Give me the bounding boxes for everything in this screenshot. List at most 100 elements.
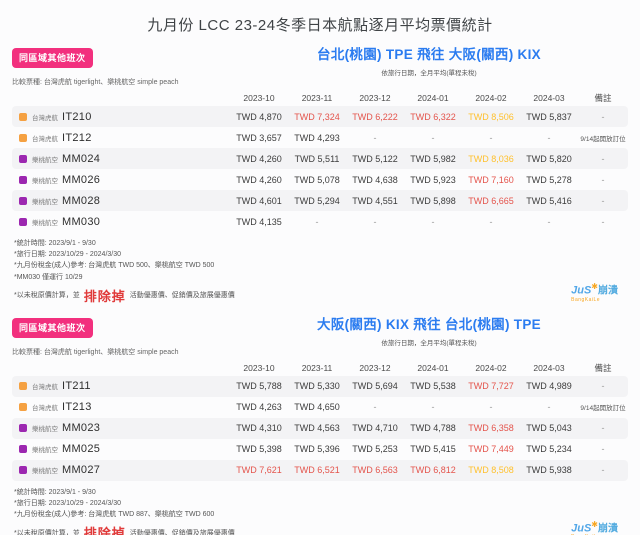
column-header: 2023-10 — [243, 93, 275, 103]
flight-number: IT212 — [62, 131, 92, 144]
fare-value: - — [489, 216, 493, 227]
section-header-right: 台北(桃園) TPE 飛往 大阪(關西) KIX 依旅行日期，全月平均(單程未稅… — [230, 43, 628, 77]
fare-value: TWD 4,989 — [526, 381, 572, 392]
airline-color-icon — [19, 133, 27, 142]
fare-row: 台灣虎航 IT210 TWD 4,870 TWD 7,324 TWD 6,222 TWD … — [12, 106, 628, 127]
fare-value: - — [373, 402, 377, 413]
airline-name: 樂桃航空 — [32, 177, 58, 185]
airline-color-icon — [19, 217, 27, 226]
fare-value: TWD 4,870 — [236, 111, 282, 122]
page-title: 九月份 LCC 23-24冬季日本航點逐月平均票價統計 — [147, 17, 493, 34]
fare-value: TWD 4,551 — [352, 195, 398, 206]
fare-row: 樂桃航空 MM023 TWD 4,310 TWD 4,563 TWD 4,710 TWD … — [12, 417, 628, 439]
flight-label: 樂桃航空 MM026 — [12, 174, 230, 186]
fare-value: TWD 4,293 — [294, 132, 340, 143]
route-title: 大阪(關西) KIX 飛往 台北(桃園) TPE — [317, 316, 541, 332]
airline-name: 樂桃航空 — [32, 156, 58, 164]
row-note: - — [601, 195, 605, 206]
fare-value: TWD 4,263 — [236, 402, 282, 413]
airline-name: 樂桃航空 — [32, 219, 58, 227]
fare-value: TWD 4,260 — [236, 174, 282, 185]
fare-row: 樂桃航空 MM030 TWD 4,135 - - - - - - — [12, 211, 628, 232]
fare-value: TWD 5,234 — [526, 444, 572, 455]
airline-color-icon — [19, 403, 27, 412]
row-note: - — [601, 423, 605, 434]
fare-value: TWD 4,638 — [352, 174, 398, 185]
fare-value: TWD 5,294 — [294, 195, 340, 206]
airline-name: 樂桃航空 — [32, 426, 58, 434]
footnote-line: *統計時間: 2023/9/1 - 9/30 — [14, 240, 96, 247]
exclude-note: *以未稅原價計算，並 排除掉 活動優惠價、促銷價及旅展優惠價 — [14, 523, 235, 535]
fare-value: TWD 4,563 — [294, 423, 340, 434]
fare-row: 樂桃航空 MM026 TWD 4,260 TWD 5,078 TWD 4,638 TWD … — [12, 169, 628, 190]
column-header: 備註 — [594, 362, 612, 373]
flight-number: MM027 — [62, 464, 101, 477]
exclude-highlight: 排除掉 — [83, 526, 126, 535]
fare-value: TWD 5,538 — [410, 381, 456, 392]
flight-number: MM030 — [62, 215, 101, 228]
fare-value: TWD 4,788 — [410, 423, 456, 434]
airline-name: 台灣虎航 — [32, 114, 58, 122]
fare-row: 樂桃航空 MM027 TWD 7,621 TWD 6,521 TWD 6,563 TWD … — [12, 459, 628, 481]
fare-value: TWD 5,898 — [410, 195, 456, 206]
fare-value: TWD 5,788 — [236, 381, 282, 392]
fare-value: - — [373, 132, 377, 143]
fare-value: TWD 3,657 — [236, 132, 282, 143]
column-header: 2024-03 — [533, 362, 565, 373]
fare-row: 樂桃航空 MM024 TWD 4,260 TWD 5,511 TWD 5,122 TWD … — [12, 148, 628, 169]
fare-row: 台灣虎航 IT213 TWD 4,263 TWD 4,650 - - - - 9/14起開放訂位 — [12, 397, 628, 418]
fare-value: TWD 4,601 — [236, 195, 282, 206]
fare-value: TWD 5,837 — [526, 111, 572, 122]
fare-value: TWD 5,043 — [526, 423, 572, 434]
section-kix-tpe: 同區域其他班次 比較票種: 台灣虎航 tigerlight、樂桃航空 simpl… — [12, 313, 628, 535]
brand-logo: JuS✱崩潰 BangKaiLe — [571, 283, 618, 305]
section-footer: *統計時間: 2023/9/1 - 9/30 *旅行日期: 2023/10/29 … — [12, 238, 628, 305]
fare-row: 台灣虎航 IT212 TWD 3,657 TWD 4,293 - - - - 9/14起開放訂位 — [12, 127, 628, 148]
exclude-prefix: *以未稅原價計算，並 — [14, 292, 80, 300]
star-icon: ✱ — [591, 519, 598, 529]
flight-number: MM028 — [62, 194, 101, 207]
fare-value: - — [373, 216, 377, 227]
row-note: - — [601, 174, 605, 185]
airline-name: 台灣虎航 — [32, 135, 58, 143]
route-subtitle: 依旅行日期，全月平均(單程未稅) — [381, 70, 477, 77]
section-tpe-kix: 同區域其他班次 比較票種: 台灣虎航 tigerlight、樂桃航空 simpl… — [12, 43, 628, 305]
column-header-row: 2023-10 2023-11 2023-12 2024-01 2024-02 2024-… — [12, 360, 628, 376]
exclude-suffix: 活動優惠價、促銷價及旅展優惠價 — [129, 529, 235, 535]
column-header: 備註 — [594, 93, 612, 103]
flight-label: 台灣虎航 IT212 — [12, 132, 230, 144]
fare-value: TWD 5,122 — [352, 153, 398, 164]
footnote-line: *統計時間: 2023/9/1 - 9/30 — [14, 488, 96, 496]
footnote-line: *九月份稅金(成人)參考: 台灣虎航 TWD 500、樂桃航空 TWD 500 — [14, 262, 215, 270]
exclude-note: *以未稅原價計算，並 排除掉 活動優惠價、促銷價及旅展優惠價 — [14, 286, 235, 305]
column-header: 2023-11 — [301, 93, 333, 103]
fare-value: TWD 5,415 — [410, 444, 456, 455]
section-header-right: 大阪(關西) KIX 飛往 台北(桃園) TPE 依旅行日期，全月平均(單程未稅… — [230, 313, 628, 347]
footnotes: *統計時間: 2023/9/1 - 9/30 *旅行日期: 2023/10/29 … — [14, 487, 235, 521]
fare-value: - — [547, 402, 551, 413]
section-header-left: 同區域其他班次 比較票種: 台灣虎航 tigerlight、樂桃航空 simpl… — [12, 313, 230, 357]
fare-value: - — [431, 216, 435, 227]
flight-label: 樂桃航空 MM027 — [12, 464, 230, 476]
fare-value: TWD 5,923 — [410, 174, 456, 185]
flight-label: 樂桃航空 MM024 — [12, 153, 230, 165]
footnote-line: *MM030 僅運行 10/29 — [14, 273, 83, 281]
flight-number: MM026 — [62, 173, 101, 186]
column-header: 2023-11 — [301, 362, 333, 373]
fare-value: - — [547, 216, 551, 227]
row-note: - — [601, 381, 605, 392]
section-header-left: 同區域其他班次 比較票種: 台灣虎航 tigerlight、樂桃航空 simpl… — [12, 43, 230, 87]
airline-color-icon — [19, 382, 27, 391]
column-header: 2024-01 — [417, 93, 449, 103]
fare-value: TWD 5,511 — [294, 153, 340, 164]
row-note: - — [601, 216, 605, 227]
fare-value: TWD 6,521 — [294, 465, 340, 476]
fare-value: TWD 4,135 — [236, 216, 282, 227]
fare-value: TWD 4,310 — [236, 423, 282, 434]
fare-value: TWD 4,710 — [352, 423, 398, 434]
airline-name: 樂桃航空 — [32, 198, 58, 206]
fare-value: TWD 6,563 — [352, 465, 398, 476]
flight-label: 樂桃航空 MM023 — [12, 422, 230, 434]
airline-color-icon — [19, 424, 27, 433]
